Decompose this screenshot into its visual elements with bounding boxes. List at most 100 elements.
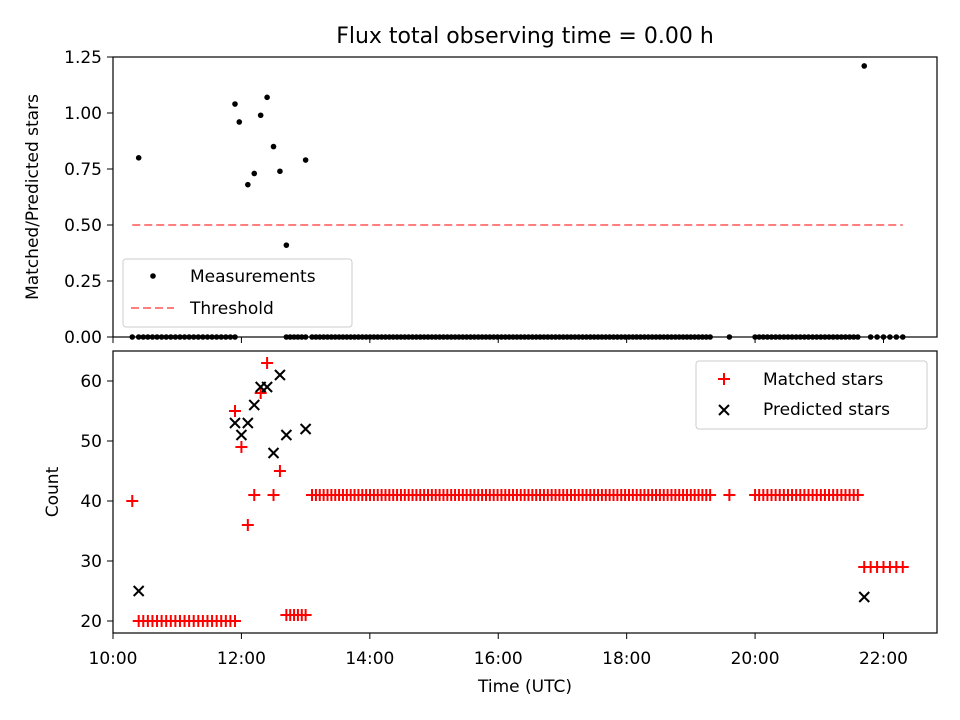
measurement-point — [618, 334, 625, 340]
measurement-point — [688, 334, 694, 340]
matched-star-point — [261, 357, 274, 369]
legend-label-measurements: Measurements — [190, 267, 316, 287]
y-tick-label: 20 — [80, 612, 102, 632]
measurement-point — [630, 334, 636, 340]
measurement-point — [467, 334, 474, 340]
y-tick-label: 0.50 — [64, 216, 102, 236]
matched-star-point — [254, 387, 267, 399]
measurement-point — [537, 334, 543, 340]
measurement-point — [568, 334, 574, 340]
measurement-point — [867, 334, 874, 340]
measurement-point — [316, 334, 323, 340]
measurement-point — [818, 334, 824, 340]
matched-star-point — [126, 495, 139, 507]
matched-star-point — [267, 489, 280, 501]
measurement-point — [579, 334, 586, 340]
measurement-point — [487, 334, 493, 340]
predicted-star-point — [132, 585, 145, 597]
measurement-point — [172, 334, 179, 340]
measurement-point — [533, 334, 540, 340]
bottom-axes-frame — [112, 350, 938, 634]
measurement-point — [846, 334, 853, 340]
measurement-point — [355, 334, 362, 340]
measurement-point — [287, 334, 294, 340]
bottom-x-ticks: 10:00 12:00 14:00 16:00 18:00 20:00 22:00 — [89, 633, 908, 669]
measurement-point — [545, 334, 551, 340]
predicted-star-point — [242, 417, 254, 429]
measurement-point — [283, 334, 290, 340]
measurement-point — [245, 181, 251, 188]
measurement-point — [649, 334, 655, 340]
measurement-point — [371, 334, 377, 340]
measurement-point — [302, 334, 309, 340]
measurement-point — [436, 334, 443, 340]
measurement-point — [270, 143, 277, 150]
top-y-ticks: 0.00 0.25 0.50 0.75 1.00 1.25 — [64, 48, 113, 348]
x-axis-label: Time (UTC) — [477, 677, 572, 697]
measurement-point — [691, 334, 698, 340]
measurement-point — [502, 334, 509, 340]
top-x-ticks — [112, 337, 884, 343]
measurement-point — [417, 334, 424, 340]
measurement-point — [181, 334, 188, 340]
measurement-point — [440, 334, 447, 340]
measurement-point — [633, 334, 640, 340]
x-tick-label: 12:00 — [217, 649, 266, 669]
measurement-point — [332, 334, 339, 340]
legend-swatch-matched — [718, 373, 730, 385]
y-tick-label: 1.25 — [64, 48, 102, 68]
measurement-point — [200, 334, 206, 340]
bottom-plot-area — [126, 357, 909, 627]
measurement-point — [599, 334, 605, 340]
measurement-point — [344, 334, 350, 340]
measurement-point — [402, 334, 408, 340]
measurement-point — [855, 334, 861, 340]
measurement-point — [351, 334, 358, 340]
measurement-point — [680, 334, 686, 340]
matched-star-point — [248, 489, 261, 501]
measurement-point — [525, 334, 532, 340]
measurement-point — [760, 334, 767, 340]
measurement-point — [324, 334, 331, 340]
measurement-point — [218, 334, 225, 340]
measurement-point — [283, 242, 290, 248]
bottom-y-ticks: 20 30 40 50 60 — [80, 372, 113, 632]
measurement-point — [158, 334, 165, 340]
measurement-point — [425, 334, 431, 340]
predicted-star-point — [235, 429, 248, 441]
measurement-point — [560, 334, 567, 340]
measurement-point — [602, 334, 609, 340]
matched-star-point — [228, 405, 241, 417]
y-tick-label: 0.75 — [64, 160, 102, 180]
measurement-point — [140, 334, 147, 340]
measurement-point — [660, 334, 667, 340]
measurement-point — [514, 334, 520, 340]
measurement-point — [789, 334, 795, 340]
measurement-point — [309, 334, 315, 340]
measurement-point — [448, 334, 454, 340]
measurement-point — [842, 334, 849, 340]
measurement-point — [672, 334, 679, 340]
measurement-point — [209, 334, 215, 340]
measurement-point — [564, 334, 570, 340]
measurement-point — [541, 334, 547, 340]
matched-star-point — [851, 489, 864, 501]
measurement-point — [390, 334, 397, 340]
measurement-point — [822, 334, 828, 340]
x-tick-label: 20:00 — [731, 649, 780, 669]
measurement-point — [703, 334, 710, 340]
x-tick-label: 18:00 — [602, 649, 651, 669]
bottom-y-axis-label: Count — [43, 466, 63, 517]
measurement-point — [359, 334, 366, 340]
measurement-point — [374, 334, 381, 340]
measurement-point — [510, 334, 516, 340]
measurement-point — [834, 334, 841, 340]
measurement-point — [785, 334, 791, 340]
predicted-star-point — [299, 423, 312, 435]
y-tick-label: 0.25 — [64, 272, 102, 292]
measurement-point — [251, 170, 258, 177]
legend-label-predicted: Predicted stars — [763, 400, 890, 420]
measurement-point — [413, 334, 420, 340]
measurement-point — [813, 334, 820, 340]
matched-star-point — [896, 561, 909, 573]
